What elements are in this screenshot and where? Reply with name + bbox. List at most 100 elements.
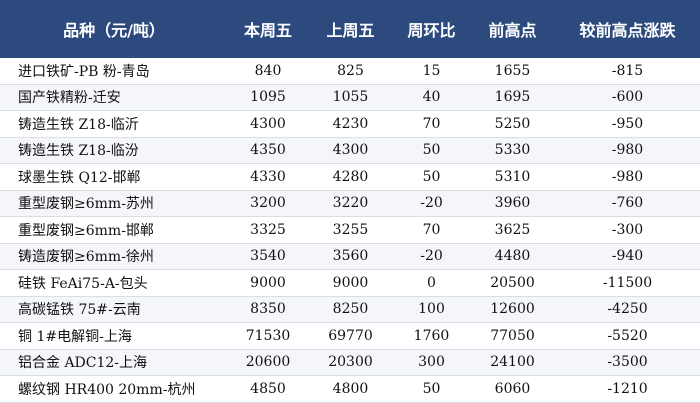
item-name: 进口铁矿-PB 粉-青岛 bbox=[0, 58, 228, 85]
table-row: 重型废钢≥6mm-苏州 3200 3220 -20 3960 -760 bbox=[0, 190, 700, 217]
table-row: 铸造生铁 Z18-临沂 4300 4230 70 5250 -950 bbox=[0, 110, 700, 138]
value-cell: -940 bbox=[555, 243, 700, 270]
value-cell: -980 bbox=[555, 137, 700, 164]
value-cell: 5250 bbox=[470, 110, 555, 138]
value-cell: 20600 bbox=[228, 349, 308, 376]
item-name: 重型废钢≥6mm-苏州 bbox=[0, 190, 228, 217]
table-row: 铸造生铁 Z18-临汾 4350 4300 50 5330 -980 bbox=[0, 137, 700, 164]
value-cell: 50 bbox=[393, 375, 470, 403]
value-cell: 4230 bbox=[308, 110, 393, 138]
value-cell: 70 bbox=[393, 216, 470, 244]
item-name: 硅铁 FeAi75-A-包头 bbox=[0, 269, 228, 297]
value-cell: 71530 bbox=[228, 322, 308, 350]
value-cell: 0 bbox=[393, 269, 470, 297]
header-cell: 前高点 bbox=[470, 0, 555, 58]
value-cell: -600 bbox=[555, 84, 700, 111]
value-cell: 5330 bbox=[470, 137, 555, 164]
value-cell: -980 bbox=[555, 163, 700, 191]
value-cell: -20 bbox=[393, 190, 470, 217]
value-cell: 1760 bbox=[393, 322, 470, 350]
item-name: 国产铁精粉-迁安 bbox=[0, 84, 228, 111]
value-cell: 50 bbox=[393, 163, 470, 191]
value-cell: 1055 bbox=[308, 84, 393, 111]
value-cell: 69770 bbox=[308, 322, 393, 350]
value-cell: -4250 bbox=[555, 296, 700, 323]
value-cell: 5310 bbox=[470, 163, 555, 191]
value-cell: -300 bbox=[555, 216, 700, 244]
value-cell: 4330 bbox=[228, 163, 308, 191]
value-cell: 4300 bbox=[228, 110, 308, 138]
value-cell: 3560 bbox=[308, 243, 393, 270]
header-cell: 品种（元/吨） bbox=[0, 0, 228, 58]
value-cell: 4850 bbox=[228, 375, 308, 403]
value-cell: 40 bbox=[393, 84, 470, 111]
item-name: 铸造废钢≥6mm-徐州 bbox=[0, 243, 228, 270]
table-row: 高碳锰铁 75#-云南 8350 8250 100 12600 -4250 bbox=[0, 296, 700, 323]
value-cell: -815 bbox=[555, 58, 700, 85]
item-name: 铝合金 ADC12-上海 bbox=[0, 349, 228, 376]
value-cell: 24100 bbox=[470, 349, 555, 376]
item-name: 铜 1#电解铜-上海 bbox=[0, 322, 228, 350]
value-cell: -950 bbox=[555, 110, 700, 138]
value-cell: 1695 bbox=[470, 84, 555, 111]
value-cell: -20 bbox=[393, 243, 470, 270]
value-cell: 77050 bbox=[470, 322, 555, 350]
table-row: 国产铁精粉-迁安 1095 1055 40 1695 -600 bbox=[0, 84, 700, 111]
value-cell: 4280 bbox=[308, 163, 393, 191]
table-row: 铸造废钢≥6mm-徐州 3540 3560 -20 4480 -940 bbox=[0, 243, 700, 270]
value-cell: 50 bbox=[393, 137, 470, 164]
value-cell: 12600 bbox=[470, 296, 555, 323]
value-cell: 825 bbox=[308, 58, 393, 85]
value-cell: -760 bbox=[555, 190, 700, 217]
value-cell: 4300 bbox=[308, 137, 393, 164]
value-cell: 20300 bbox=[308, 349, 393, 376]
value-cell: 840 bbox=[228, 58, 308, 85]
header-cell: 较前高点涨跌 bbox=[555, 0, 700, 58]
value-cell: 3960 bbox=[470, 190, 555, 217]
table-row: 进口铁矿-PB 粉-青岛 840 825 15 1655 -815 bbox=[0, 58, 700, 85]
table-row: 铜 1#电解铜-上海 71530 69770 1760 77050 -5520 bbox=[0, 322, 700, 350]
value-cell: 3255 bbox=[308, 216, 393, 244]
value-cell: 4800 bbox=[308, 375, 393, 403]
value-cell: 1655 bbox=[470, 58, 555, 85]
table-row: 球墨生铁 Q12-邯郸 4330 4280 50 5310 -980 bbox=[0, 163, 700, 191]
value-cell: -1210 bbox=[555, 375, 700, 403]
value-cell: 20500 bbox=[470, 269, 555, 297]
value-cell: 100 bbox=[393, 296, 470, 323]
value-cell: 8250 bbox=[308, 296, 393, 323]
header-cell: 上周五 bbox=[308, 0, 393, 58]
value-cell: 8350 bbox=[228, 296, 308, 323]
item-name: 螺纹钢 HR400 20mm-杭州 bbox=[0, 375, 228, 403]
table-row: 螺纹钢 HR400 20mm-杭州 4850 4800 50 6060 -1210 bbox=[0, 375, 700, 403]
value-cell: -3500 bbox=[555, 349, 700, 376]
value-cell: 4480 bbox=[470, 243, 555, 270]
item-name: 高碳锰铁 75#-云南 bbox=[0, 296, 228, 323]
value-cell: 9000 bbox=[228, 269, 308, 297]
value-cell: 3325 bbox=[228, 216, 308, 244]
value-cell: 9000 bbox=[308, 269, 393, 297]
header-cell: 周环比 bbox=[393, 0, 470, 58]
item-name: 铸造生铁 Z18-临汾 bbox=[0, 137, 228, 164]
value-cell: 300 bbox=[393, 349, 470, 376]
value-cell: 70 bbox=[393, 110, 470, 138]
value-cell: 4350 bbox=[228, 137, 308, 164]
table-row: 重型废钢≥6mm-邯郸 3325 3255 70 3625 -300 bbox=[0, 216, 700, 244]
item-name: 球墨生铁 Q12-邯郸 bbox=[0, 163, 228, 191]
value-cell: 1095 bbox=[228, 84, 308, 111]
value-cell: 3200 bbox=[228, 190, 308, 217]
table-body: 进口铁矿-PB 粉-青岛 840 825 15 1655 -815 国产铁精粉-迁安 1095… bbox=[0, 58, 700, 403]
value-cell: 3540 bbox=[228, 243, 308, 270]
header-row: 品种（元/吨） 本周五 上周五 周环比 前高点 较前高点涨跌 bbox=[0, 0, 700, 58]
value-cell: 3220 bbox=[308, 190, 393, 217]
value-cell: -5520 bbox=[555, 322, 700, 350]
table-row: 铝合金 ADC12-上海 20600 20300 300 24100 -3500 bbox=[0, 349, 700, 376]
item-name: 重型废钢≥6mm-邯郸 bbox=[0, 216, 228, 244]
value-cell: 6060 bbox=[470, 375, 555, 403]
value-cell: 3625 bbox=[470, 216, 555, 244]
item-name: 铸造生铁 Z18-临沂 bbox=[0, 110, 228, 138]
table-row: 硅铁 FeAi75-A-包头 9000 9000 0 20500 -11500 bbox=[0, 269, 700, 297]
value-cell: -11500 bbox=[555, 269, 700, 297]
header-cell: 本周五 bbox=[228, 0, 308, 58]
value-cell: 15 bbox=[393, 58, 470, 85]
